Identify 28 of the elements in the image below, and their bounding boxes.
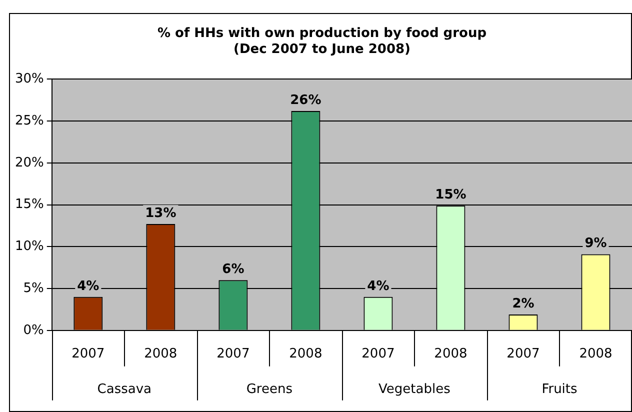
data-label: 6% [222,262,244,278]
text: Vegetables [378,382,451,397]
chart-title: % of HHs with own production by food group (Dec 2007 to June 2008) [157,26,487,57]
text: Cassava [97,382,152,397]
y-tick-label: 25% [14,113,44,128]
y-tick-label: 30% [14,72,44,87]
x-tick-label: 2007 [362,346,395,362]
y-tick-label: 20% [14,155,44,170]
y-tick-label: 15% [14,197,44,212]
text: Fruits [542,382,578,397]
data-label: 4% [367,278,390,294]
data-label: 9% [584,236,607,252]
x-tick-label: 2008 [579,346,612,362]
x-tick-label: 2008 [144,346,178,362]
data-label: 26% [290,92,322,108]
x-tick-label: 2007 [216,346,250,362]
y-tick-label: 5% [23,280,44,296]
data-label: 13% [145,206,176,221]
data-label: 4% [77,278,100,294]
x-tick-label: 2008 [434,346,468,362]
y-tick-label: 10% [14,239,44,254]
x-tick-label: 2007 [506,346,540,362]
data-label: 2% [512,296,534,312]
data-label: 15% [435,188,466,203]
x-tick-label: 2008 [289,346,322,362]
x-tick-label: 2007 [72,346,105,362]
y-tick-label: 0% [23,322,44,338]
text: Greens [246,382,293,397]
